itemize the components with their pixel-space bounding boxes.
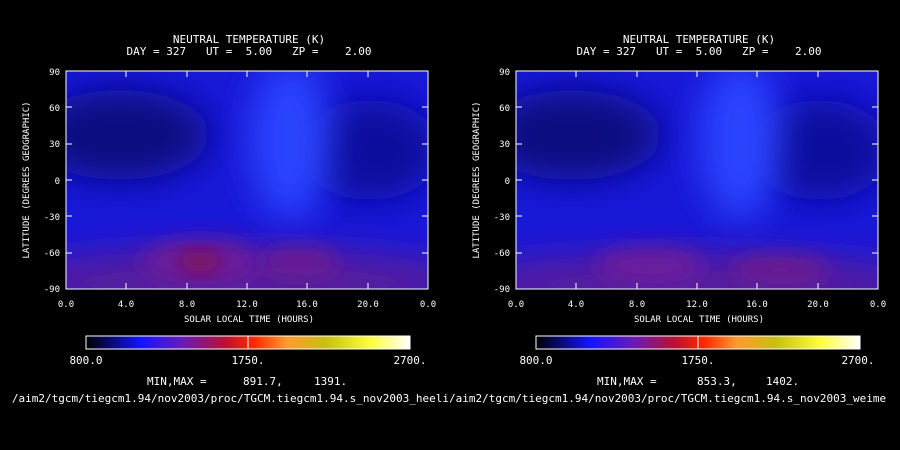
x-tick-label: 4.0 [118,300,134,310]
colorbar-mid-label: 1750. [231,354,264,367]
y-tick-label: -60 [44,249,60,259]
x-tick-label: 12.0 [686,300,708,310]
chart-title: NEUTRAL TEMPERATURE (K) [173,33,325,46]
x-tick-label: 16.0 [746,300,768,310]
x-tick-label: 16.0 [296,300,318,310]
y-tick-label: 0 [55,177,60,187]
y-axis: LATITUDE (DEGREES GEOGRAPHIC) 90 60 30 0… [22,68,428,295]
y-tick-label: -30 [494,213,510,223]
y-tick-label: 30 [49,140,60,150]
colorbar-max-label: 2700. [841,354,874,367]
y-tick-label: 0 [505,177,510,187]
file-path-left: /aim2/tgcm/tiegcm1.94/nov2003/proc/TGCM.… [12,392,449,405]
y-tick-label: 30 [499,140,510,150]
x-tick-label: 0.0 [58,300,74,310]
max-value: 1391. [314,375,347,388]
y-axis-label: LATITUDE (DEGREES GEOGRAPHIC) [472,101,482,258]
x-tick-label: 8.0 [629,300,645,310]
heatmap-field [65,70,429,290]
x-axis-label: SOLAR LOCAL TIME (HOURS) [184,315,314,325]
file-path-right: /aim2/tgcm/tiegcm1.94/nov2003/proc/TGCM.… [449,392,886,405]
colorbar-mid-label: 1750. [681,354,714,367]
colorbar-min-label: 800.0 [69,354,102,367]
y-tick-label: 60 [49,104,60,114]
x-tick-label: 0.0 [420,300,436,310]
panel-right: NEUTRAL TEMPERATURE (K) DAY = 327 UT = 5… [472,33,886,388]
x-tick-label: 20.0 [807,300,829,310]
minmax-label: MIN,MAX = [597,375,657,388]
colorbar: 800.0 1750. 2700. [519,335,875,367]
y-tick-label: 60 [499,104,510,114]
min-value: 853.3, [697,375,737,388]
x-tick-label: 8.0 [179,300,195,310]
y-tick-label: -30 [44,213,60,223]
minmax-readout: MIN,MAX = 891.7, 1391. [147,375,347,388]
min-value: 891.7, [243,375,283,388]
chart-subtitle: DAY = 327 UT = 5.00 ZP = 2.00 [126,45,371,58]
colorbar-max-label: 2700. [393,354,426,367]
y-tick-label: 90 [49,68,60,78]
x-tick-label: 12.0 [236,300,258,310]
y-tick-label: -60 [494,249,510,259]
x-tick-label: 0.0 [870,300,886,310]
colorbar-min-label: 800.0 [519,354,552,367]
chart-subtitle: DAY = 327 UT = 5.00 ZP = 2.00 [576,45,821,58]
x-tick-label: 20.0 [357,300,379,310]
x-axis-label: SOLAR LOCAL TIME (HOURS) [634,315,764,325]
y-axis: LATITUDE (DEGREES GEOGRAPHIC) 90 60 30 0… [472,68,878,295]
max-value: 1402. [766,375,799,388]
y-tick-label: -90 [44,285,60,295]
colorbar: 800.0 1750. 2700. [69,335,427,367]
x-tick-label: 0.0 [508,300,524,310]
panel-left: NEUTRAL TEMPERATURE (K) DAY = 327 UT = 5… [22,33,436,388]
minmax-label: MIN,MAX = [147,375,207,388]
y-tick-label: 90 [499,68,510,78]
minmax-readout: MIN,MAX = 853.3, 1402. [597,375,799,388]
y-tick-label: -90 [494,285,510,295]
heatmap-field [515,70,879,290]
x-axis: 0.0 4.0 8.0 12.0 16.0 20.0 0.0 SOLAR LOC… [508,71,886,325]
chart-title: NEUTRAL TEMPERATURE (K) [623,33,775,46]
x-axis: 0.0 4.0 8.0 12.0 16.0 20.0 0.0 SOLAR LOC… [58,71,436,325]
x-tick-label: 4.0 [568,300,584,310]
y-axis-label: LATITUDE (DEGREES GEOGRAPHIC) [22,101,32,258]
